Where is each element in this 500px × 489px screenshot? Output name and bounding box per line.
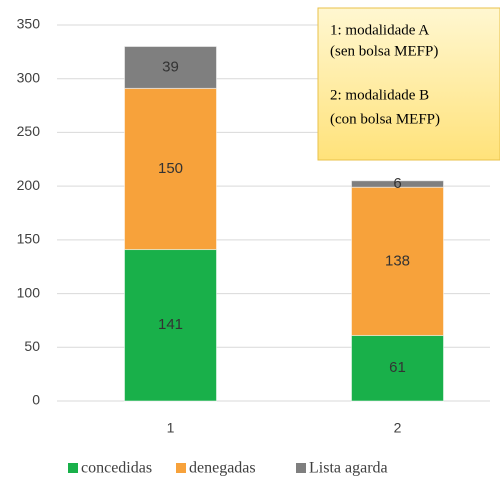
annotation-text: (sen bolsa MEFP) [330, 43, 438, 59]
data-label: 39 [162, 58, 179, 75]
bar-segment [351, 334, 444, 402]
data-label: 138 [385, 252, 410, 269]
bar-segment [124, 249, 217, 402]
legend-label: denegadas [189, 460, 256, 477]
legend-swatch [296, 463, 306, 473]
bar-segment [124, 45, 217, 89]
y-tick-label: 350 [17, 16, 41, 32]
data-label: 61 [389, 359, 406, 376]
y-tick-label: 300 [17, 69, 41, 85]
legend-label: Lista agarda [309, 460, 388, 477]
legend-swatch [176, 463, 186, 473]
y-tick-label: 150 [17, 231, 41, 247]
legend-label: concedidas [81, 460, 152, 477]
legend-swatch [68, 463, 78, 473]
x-tick-label: 2 [394, 420, 402, 436]
bar-segment [351, 186, 444, 336]
data-label: 150 [158, 160, 183, 177]
data-label: 141 [158, 316, 183, 333]
y-tick-label: 0 [32, 392, 40, 408]
data-label: 6 [393, 175, 401, 192]
bar-segment [124, 87, 217, 251]
annotation-text: (con bolsa MEFP) [330, 111, 440, 127]
bar-segment [351, 180, 444, 188]
annotation-text: 2: modalidade B [330, 87, 429, 103]
annotation-box [317, 7, 500, 161]
y-tick-label: 100 [17, 284, 41, 300]
y-tick-label: 50 [24, 338, 40, 354]
y-tick-label: 250 [17, 123, 41, 139]
x-tick-label: 1 [167, 420, 175, 436]
annotation-text: 1: modalidade A [330, 22, 429, 38]
y-tick-label: 200 [17, 177, 41, 193]
